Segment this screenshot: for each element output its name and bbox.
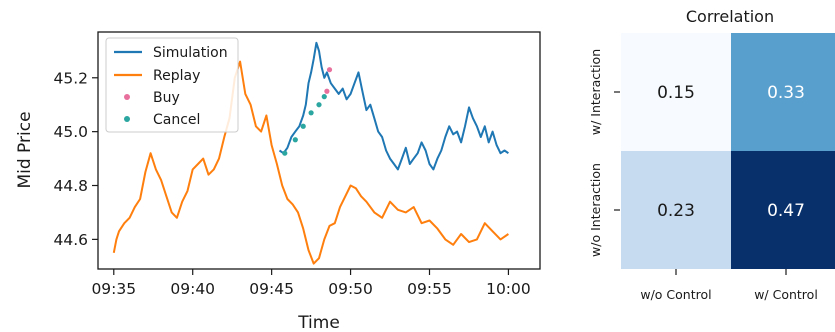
x-tick-label: 09:35 — [91, 280, 136, 298]
y-axis-ticks: 44.6 44.8 45.0 45.2 — [53, 69, 98, 249]
cancel-point — [321, 94, 327, 100]
replay-line — [112, 60, 509, 265]
cancel-point — [282, 150, 288, 156]
heatmap-row-label: w/ Interaction — [588, 49, 603, 135]
legend-replay-label: Replay — [153, 68, 200, 84]
y-tick-label: 44.6 — [53, 231, 88, 249]
buy-point — [324, 88, 330, 94]
legend-cancel-marker — [124, 116, 130, 122]
heatmap-value: 0.33 — [767, 83, 805, 103]
heatmap-value: 0.47 — [767, 201, 805, 221]
x-axis-ticks: 09:35 09:40 09:45 09:50 09:55 10:00 — [91, 269, 531, 298]
legend-cancel-label: Cancel — [153, 112, 200, 128]
cancel-point — [300, 123, 306, 129]
legend: Simulation Replay Buy Cancel — [105, 37, 239, 133]
legend-simulation-label: Simulation — [153, 45, 228, 61]
heatmap-title: Correlation — [686, 7, 774, 26]
cancel-point — [292, 137, 298, 143]
y-tick-label: 45.0 — [53, 123, 88, 141]
legend-buy-label: Buy — [153, 90, 180, 106]
x-tick-label: 09:45 — [249, 280, 294, 298]
heatmap-cell — [731, 151, 835, 269]
plot-frame — [97, 31, 541, 270]
simulation-line — [278, 41, 509, 171]
heatmap-cells: 0.15 0.33 0.23 0.47 — [621, 33, 835, 269]
cancel-point — [316, 102, 322, 108]
x-tick-label: 09:40 — [170, 280, 215, 298]
heatmap-value: 0.15 — [657, 83, 695, 103]
heatmap-cell — [621, 151, 731, 269]
x-axis-label: Time — [297, 313, 340, 332]
legend-buy-marker — [124, 94, 130, 100]
heatmap-tick-labels: w/ Interaction w/o Interaction w/o Control… — [588, 49, 818, 302]
heatmap-row-label: w/o Interaction — [588, 163, 603, 257]
heatmap-cell — [731, 33, 835, 151]
x-tick-label: 09:50 — [328, 280, 373, 298]
plot-lines — [112, 41, 509, 265]
heatmap-col-label: w/ Control — [754, 287, 818, 302]
heatmap-cell — [621, 33, 731, 151]
correlation-heatmap: Correlation 0.15 0.33 0.23 0.47 w/ Interact… — [588, 7, 835, 302]
heatmap-col-label: w/o Control — [640, 287, 711, 302]
heatmap-value: 0.23 — [657, 201, 695, 221]
line-chart: 09:35 09:40 09:45 09:50 09:55 10:00 44.644.84… — [15, 31, 541, 332]
cancel-point — [308, 110, 314, 116]
y-tick-label: 44.8 — [53, 177, 88, 195]
buy-point — [326, 67, 333, 73]
x-tick-label: 10:00 — [486, 280, 531, 298]
legend-box — [105, 37, 239, 133]
x-tick-label: 09:55 — [407, 280, 452, 298]
plot-points — [282, 67, 333, 156]
y-tick-label: 45.2 — [53, 69, 88, 87]
y-axis-label: Mid Price — [15, 111, 35, 188]
